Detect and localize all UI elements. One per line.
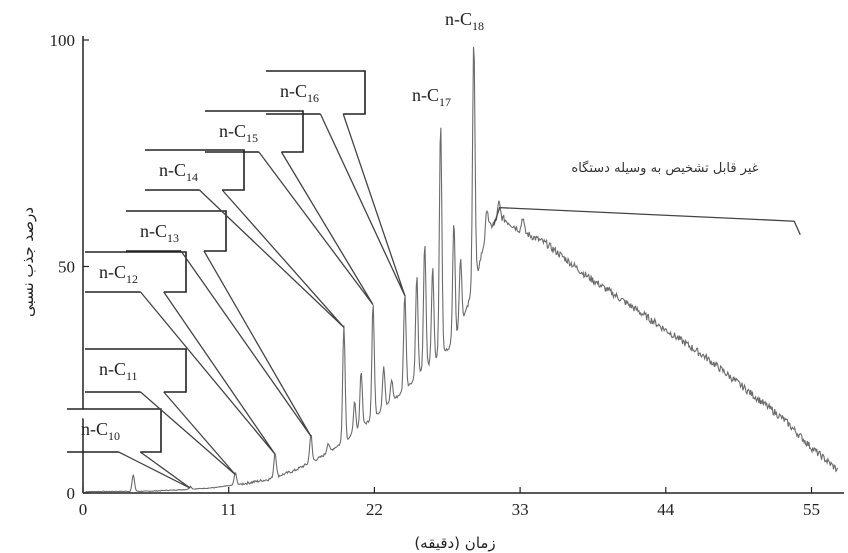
callout-leader xyxy=(258,151,374,306)
callout-box xyxy=(126,210,227,252)
peak-label-n-c12: n-C12 xyxy=(99,262,138,286)
callout-box xyxy=(85,348,187,393)
x-tick-label: 44 xyxy=(657,500,675,519)
y-axis-title: درصد جذب نسبی xyxy=(19,207,37,317)
unresolved-note-layer: غیر قابل تشخیص به وسیله دستگاه xyxy=(492,160,801,236)
y-tick-label: 100 xyxy=(50,31,76,50)
callout-leader xyxy=(140,391,236,476)
x-tick-label: 33 xyxy=(512,500,529,519)
callout-leader xyxy=(180,250,312,437)
peak-label-n-c15: n-C15 xyxy=(219,121,258,145)
y-tick-label: 0 xyxy=(67,484,76,503)
peak-label-n-c11: n-C11 xyxy=(99,359,138,383)
chromatogram-line xyxy=(85,46,839,493)
peak-label-n-c10: n-C10 xyxy=(81,419,120,443)
peak-label-n-c16: n-C16 xyxy=(280,81,319,105)
callout-leader xyxy=(140,291,276,455)
unresolved-note-text: غیر قابل تشخیص به وسیله دستگاه xyxy=(571,160,758,176)
peak-label-n-c13: n-C13 xyxy=(140,221,179,245)
x-tick-label: 22 xyxy=(366,500,383,519)
axes-layer: 0 11 22 33 44 55 0 50 100 زمان (دقیقه) درصد جذب نس… xyxy=(19,31,844,552)
peak-label-n-c18: n-C18 xyxy=(445,9,484,33)
x-tick-label: 55 xyxy=(803,500,820,519)
callout-leader xyxy=(118,451,191,489)
y-tick-label: 50 xyxy=(58,258,75,277)
callout-box xyxy=(67,408,162,453)
peak-label-n-c14: n-C14 xyxy=(159,160,198,184)
callout-leader xyxy=(319,113,406,296)
x-tick-label: 0 xyxy=(79,500,88,519)
unresolved-bracket xyxy=(492,206,801,236)
x-axis-title: زمان (دقیقه) xyxy=(414,534,495,552)
callout-box xyxy=(205,110,304,153)
callout-leader xyxy=(199,189,345,328)
x-tick-label: 11 xyxy=(221,500,237,519)
callout-box xyxy=(145,149,245,191)
callout-box xyxy=(266,70,366,115)
callout-box xyxy=(85,251,187,293)
peak-label-n-c17: n-C17 xyxy=(412,85,451,109)
chromatogram-curve-layer xyxy=(85,46,839,493)
